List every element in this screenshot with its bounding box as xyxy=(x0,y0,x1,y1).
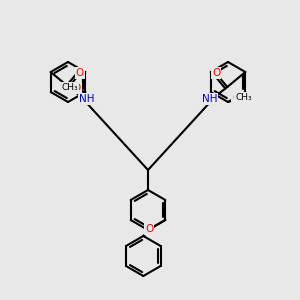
Text: NH: NH xyxy=(202,94,217,104)
Text: CH₃: CH₃ xyxy=(235,93,252,102)
Text: O: O xyxy=(212,68,220,78)
Text: O: O xyxy=(145,224,153,234)
Text: NH: NH xyxy=(79,94,94,104)
Text: CH₃: CH₃ xyxy=(62,83,78,92)
Text: O: O xyxy=(232,93,241,103)
Text: O: O xyxy=(76,68,84,78)
Text: O: O xyxy=(73,83,81,93)
